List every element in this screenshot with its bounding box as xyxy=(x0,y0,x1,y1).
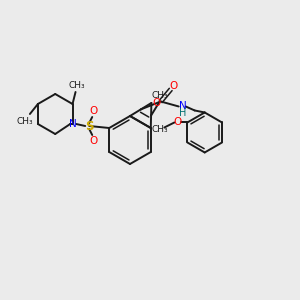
Text: CH₃: CH₃ xyxy=(152,91,168,100)
Text: S: S xyxy=(85,119,94,133)
Text: CH₃: CH₃ xyxy=(16,116,33,125)
Text: N: N xyxy=(179,101,187,112)
Text: H: H xyxy=(179,109,186,118)
Text: CH₃: CH₃ xyxy=(68,80,85,89)
Text: O: O xyxy=(169,82,178,92)
Text: O: O xyxy=(89,106,97,116)
Text: N: N xyxy=(69,119,77,129)
Text: CH₃: CH₃ xyxy=(151,125,168,134)
Text: O: O xyxy=(173,118,181,128)
Text: O: O xyxy=(89,136,97,146)
Text: O: O xyxy=(152,98,160,108)
